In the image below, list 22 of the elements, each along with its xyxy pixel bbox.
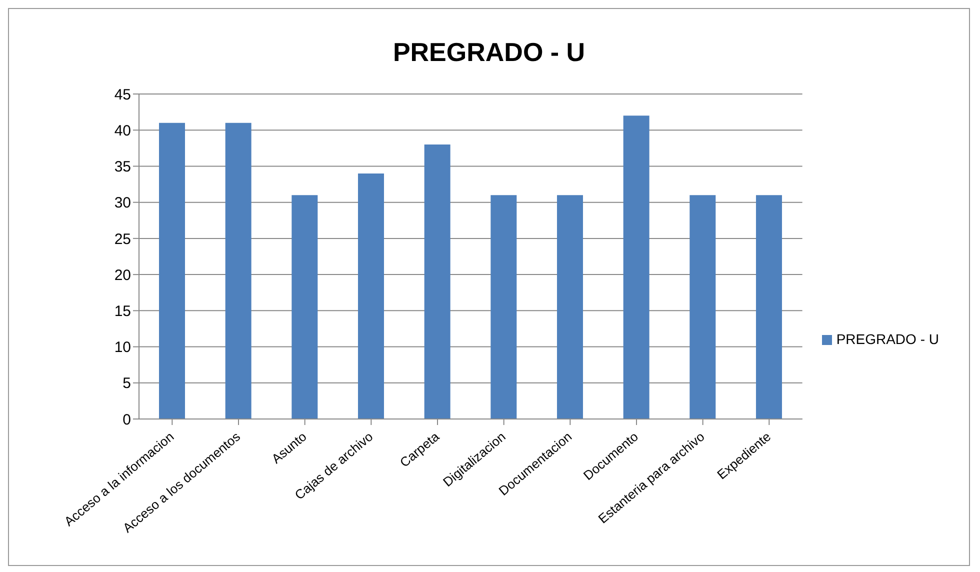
bar (225, 122, 252, 419)
bar (424, 144, 450, 419)
y-tick-label: 45 (114, 86, 131, 104)
bar (292, 195, 318, 419)
y-tick-label: 30 (114, 194, 131, 212)
bar (756, 195, 782, 419)
y-tick-label: 10 (114, 339, 131, 356)
y-tick-label: 0 (122, 411, 131, 428)
bar (690, 195, 716, 419)
bar (490, 195, 517, 419)
bar (556, 195, 583, 419)
y-tick-label: 35 (114, 158, 131, 176)
y-tick-label: 5 (122, 375, 131, 392)
y-tick-label: 20 (114, 266, 131, 284)
bar (358, 173, 384, 419)
chart-title: PREGRADO - U (392, 37, 586, 67)
legend-label: PREGRADO - U (836, 331, 939, 347)
y-tick-label: 40 (114, 122, 131, 140)
y-tick-label: 15 (114, 302, 131, 320)
y-tick-label: 25 (114, 230, 131, 248)
bar (159, 122, 185, 419)
bar (623, 116, 650, 419)
